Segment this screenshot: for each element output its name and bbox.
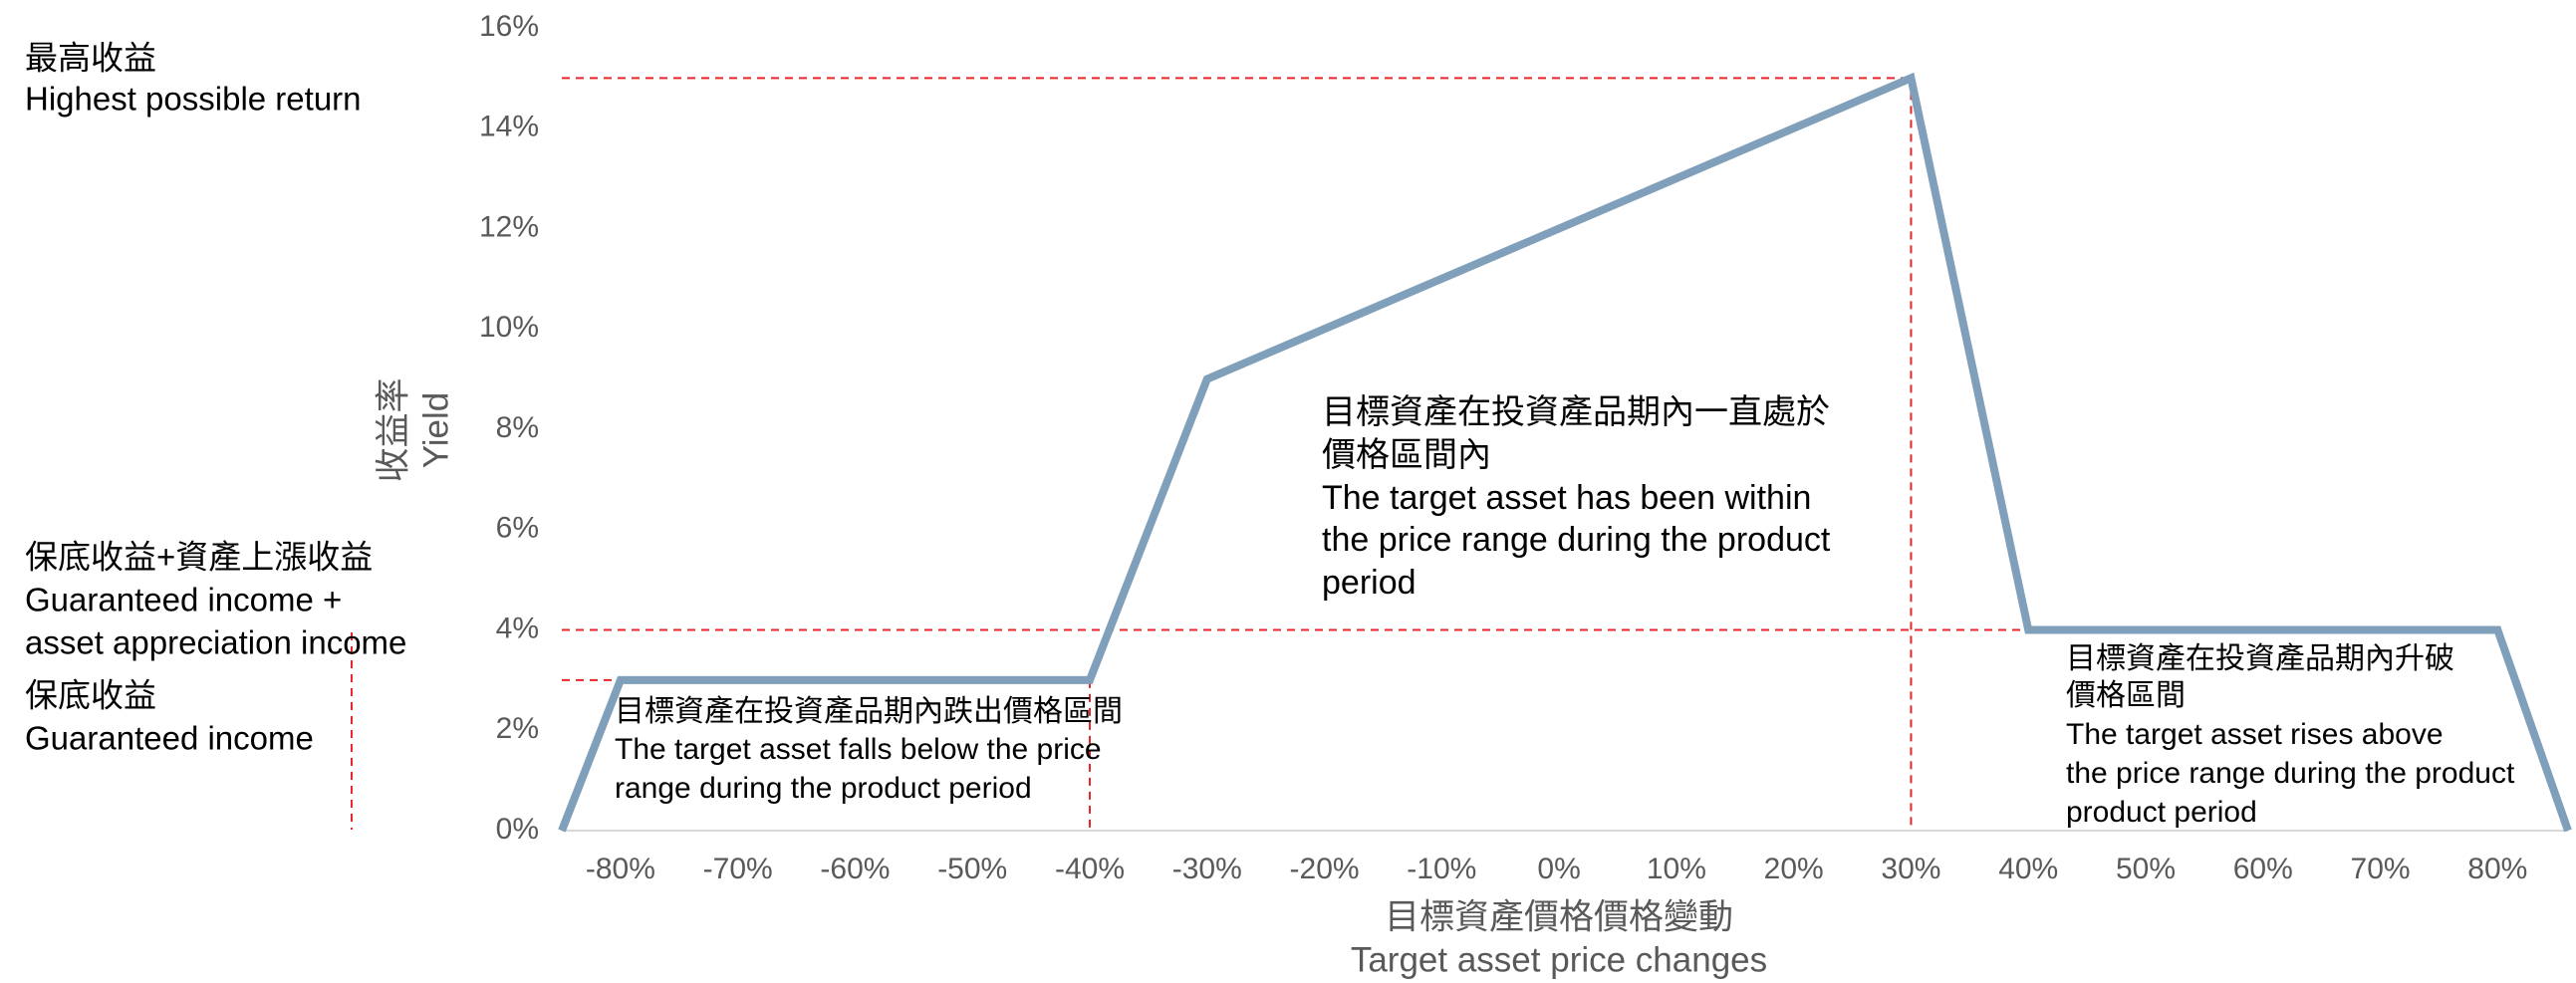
annotation: The target asset rises above [2066, 718, 2444, 751]
x-tick-label: -70% [703, 853, 773, 885]
x-tick-label: 40% [1998, 853, 2058, 885]
y-tick-label: 8% [496, 411, 539, 444]
y-tick-label: 2% [496, 712, 539, 745]
annotation: range during the product period [615, 772, 1032, 805]
side-label: asset appreciation income [25, 624, 406, 661]
y-axis-label-line: Yield [416, 392, 455, 469]
side-label: 保底收益 [25, 677, 156, 714]
annotation: 目標資產在投資產品期內跌出價格區間 [615, 695, 1123, 728]
x-axis-label-line: Target asset price changes [1351, 940, 1767, 979]
x-tick-label: -50% [937, 853, 1007, 885]
annotation: the price range during the product [1322, 521, 1831, 559]
x-tick-label: -20% [1290, 853, 1360, 885]
x-tick-label: 30% [1881, 853, 1940, 885]
x-tick-label: -40% [1055, 853, 1125, 885]
side-label: Highest possible return [25, 81, 362, 118]
x-axis-label-line: 目標資產價格價格變動 [1385, 897, 1733, 936]
x-tick-label: 60% [2233, 853, 2293, 885]
x-tick-label: 50% [2116, 853, 2176, 885]
annotation: product period [2066, 796, 2257, 829]
y-tick-label: 10% [479, 311, 539, 344]
y-tick-label: 16% [479, 10, 539, 43]
x-tick-label: 70% [2351, 853, 2411, 885]
annotation: the price range during the product [2066, 757, 2515, 790]
x-tick-label: 0% [1537, 853, 1580, 885]
x-tick-label: 10% [1647, 853, 1706, 885]
annotation: The target asset falls below the price [615, 733, 1102, 766]
x-tick-label: 80% [2467, 853, 2527, 885]
annotation: 價格區間 [2066, 679, 2186, 712]
annotation: 目標資產在投資產品期內升破 [2066, 642, 2454, 675]
y-tick-label: 0% [496, 813, 539, 846]
x-tick-label: -80% [586, 853, 655, 885]
x-tick-label: 20% [1764, 853, 1824, 885]
series-line [558, 72, 2572, 833]
side-label: 最高收益 [25, 40, 156, 77]
y-tick-label: 12% [479, 210, 539, 243]
x-tick-label: -10% [1407, 853, 1476, 885]
x-tick-label: -30% [1172, 853, 1242, 885]
annotation: The target asset has been within [1322, 479, 1811, 517]
y-axis-label-line: 收益率 [374, 377, 412, 482]
y-tick-label: 4% [496, 612, 539, 644]
annotation: period [1322, 564, 1417, 602]
side-label: Guaranteed income + [25, 582, 342, 618]
side-label: 保底收益+資產上漲收益 [25, 539, 373, 576]
annotation: 目標資產在投資產品期內一直處於 [1322, 393, 1830, 431]
x-tick-label: -60% [820, 853, 890, 885]
annotation: 價格區間內 [1322, 436, 1491, 474]
y-axis-label: 收益率 Yield [374, 377, 455, 482]
side-label: Guaranteed income [25, 720, 314, 757]
y-tick-label: 6% [496, 512, 539, 545]
y-tick-label: 14% [479, 111, 539, 143]
